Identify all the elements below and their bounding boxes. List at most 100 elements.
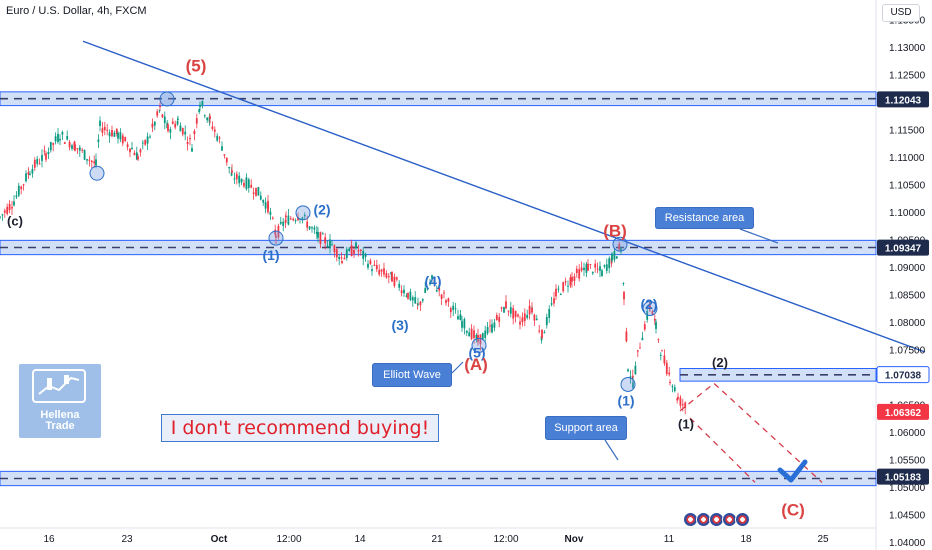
wave-label: (1) <box>262 247 279 263</box>
candle-body <box>340 257 343 259</box>
candle-body <box>54 136 57 142</box>
candle-body <box>211 126 214 129</box>
candle-body <box>274 229 277 235</box>
candle-body <box>605 264 608 271</box>
candle-body <box>409 291 412 300</box>
candle-body <box>443 292 445 294</box>
symbol-title: Euro / U.S. Dollar, 4h, FXCM <box>6 5 147 17</box>
candle-body <box>454 308 457 310</box>
candle-body <box>15 195 18 198</box>
candle-body <box>38 163 41 165</box>
candle-body <box>292 218 295 221</box>
candle-body <box>651 311 654 315</box>
candle-body <box>228 166 231 169</box>
candle-body <box>665 362 668 374</box>
candle-body <box>348 248 351 251</box>
candle-body <box>235 173 238 180</box>
candle-body <box>176 121 179 125</box>
candle-body <box>306 221 309 228</box>
candle-body <box>583 267 585 271</box>
candle-body <box>144 139 147 145</box>
candle-body <box>198 109 201 113</box>
chart-monitor-icon <box>32 369 86 403</box>
support-area-callout: Support area <box>545 416 627 440</box>
candle-body <box>493 322 496 328</box>
candle-body <box>641 337 644 341</box>
candle-body <box>362 250 365 259</box>
candle-body <box>553 298 555 304</box>
price-label: 1.05183 <box>885 473 922 484</box>
flag-icon[interactable] <box>735 512 750 527</box>
candle-body <box>0 216 1 218</box>
candle-body <box>57 133 59 143</box>
wave-pivot-marker <box>295 205 311 221</box>
candle-body <box>115 128 118 135</box>
x-tick-label: 14 <box>354 534 366 545</box>
candle-body <box>216 135 219 141</box>
wave-label: (2) <box>712 355 728 370</box>
candle-body <box>618 243 621 250</box>
candle-body <box>169 129 172 133</box>
candle-body <box>445 300 447 304</box>
candle-body <box>629 376 632 378</box>
candle-body <box>329 239 331 249</box>
candle-body <box>424 288 427 293</box>
candle-body <box>433 279 436 283</box>
candle-body <box>484 330 487 338</box>
candle-body <box>250 184 253 188</box>
candle-body <box>557 288 560 290</box>
candle-body <box>625 331 628 342</box>
candle-body <box>106 129 109 131</box>
candle-body <box>608 258 611 269</box>
candle-body <box>343 257 346 260</box>
y-tick-label: 1.05500 <box>889 455 926 466</box>
y-tick-label: 1.09000 <box>889 263 926 274</box>
candle-body <box>528 305 531 315</box>
candle-body <box>3 210 6 213</box>
candle-body <box>68 141 71 148</box>
candle-body <box>533 314 536 321</box>
candle-body <box>218 137 221 139</box>
candle-body <box>11 207 13 209</box>
candle-body <box>97 139 100 142</box>
candle-body <box>59 138 61 141</box>
candle-body <box>159 106 161 108</box>
candle-body <box>52 143 55 145</box>
price-label-box <box>877 403 929 420</box>
logo-text: Hellena Trade <box>19 410 101 432</box>
candle-body <box>111 130 113 137</box>
candle-body <box>149 136 151 138</box>
check-icon <box>777 459 808 483</box>
candle-body <box>61 132 64 135</box>
candle-body <box>108 132 111 137</box>
currency-button[interactable]: USD <box>882 4 920 22</box>
candle-body <box>25 173 27 182</box>
candle-body <box>191 148 193 152</box>
candle-body <box>131 147 133 150</box>
candle-body <box>373 264 376 266</box>
candle-body <box>620 248 622 251</box>
candle-body <box>364 253 367 257</box>
wave-pivot-marker <box>159 91 175 107</box>
candle-body <box>303 214 306 217</box>
candle-body <box>301 217 304 220</box>
candle-body <box>284 219 287 224</box>
candle-body <box>262 199 265 203</box>
candle-body <box>223 154 226 156</box>
candle-body <box>294 220 297 222</box>
candle-body <box>345 249 348 259</box>
economic-events-icons[interactable] <box>683 512 750 532</box>
candle-body <box>594 263 597 268</box>
wave-projection <box>679 382 823 483</box>
candle-body <box>440 294 443 299</box>
candle-body <box>233 178 236 180</box>
candle-body <box>603 265 606 267</box>
candle-body <box>587 263 589 271</box>
candle-body <box>355 242 357 249</box>
candle-body <box>174 123 177 128</box>
candle-body <box>161 114 164 118</box>
candle-body <box>495 314 498 321</box>
candle-body <box>531 307 533 313</box>
candle-body <box>350 245 353 257</box>
